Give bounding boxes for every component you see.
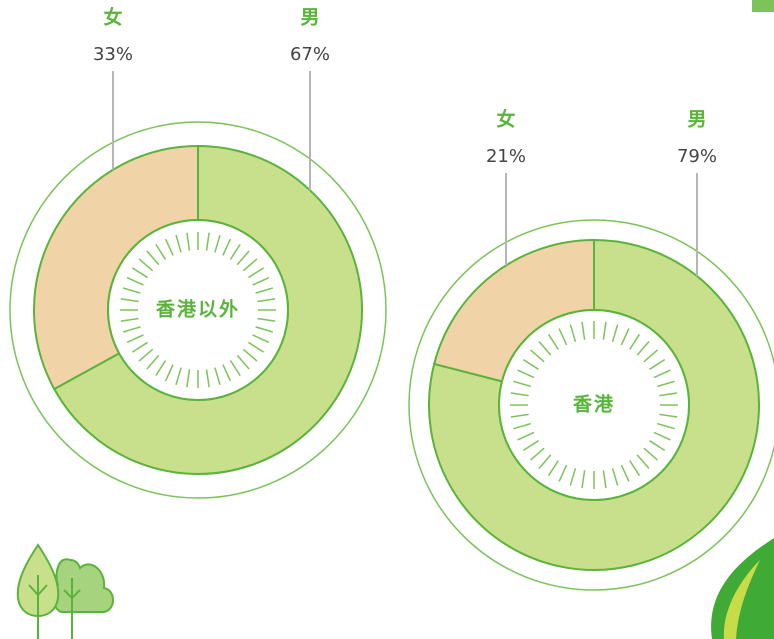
- value-label: 67%: [290, 44, 330, 65]
- chart: 香港以外 女 33% 男 67% 香港 女 21% 男 79%: [0, 0, 774, 639]
- category-label: 女: [496, 108, 515, 131]
- leaf-icon: [711, 538, 774, 639]
- center-label: 香港以外: [155, 298, 240, 321]
- category-label: 女: [103, 6, 122, 29]
- tree-icon: [18, 545, 113, 639]
- page: {"chart_data": [ {"type": "pie", "title"…: [0, 0, 774, 639]
- center-label: 香港: [572, 394, 615, 416]
- category-label: 男: [300, 7, 319, 29]
- value-label: 79%: [677, 146, 717, 167]
- value-label: 33%: [93, 44, 133, 65]
- corner-tab: [752, 0, 774, 12]
- value-label: 21%: [486, 146, 526, 167]
- category-label: 男: [687, 109, 706, 131]
